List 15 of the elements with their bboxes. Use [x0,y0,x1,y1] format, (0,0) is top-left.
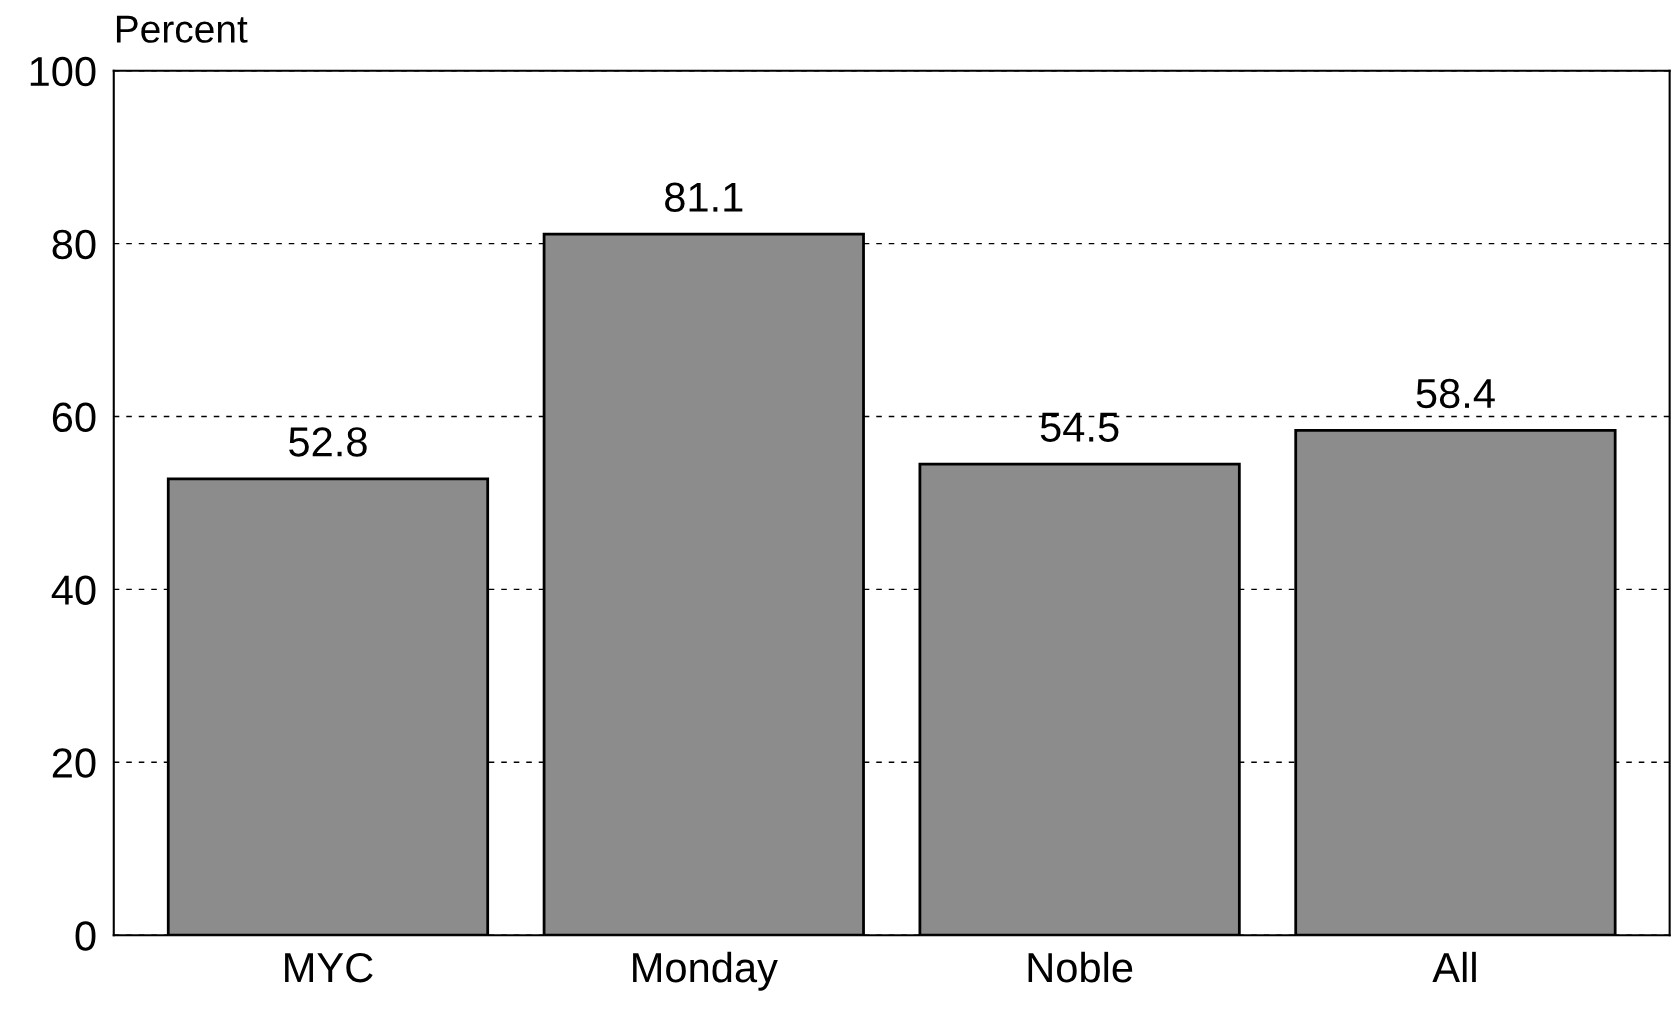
x-tick-label: Monday [633,951,778,991]
y-tick-label: 20 [52,748,96,778]
data-label: 81.1 [665,182,743,213]
y-axis-title: Percent [116,15,248,43]
y-tick-label: 80 [52,229,96,260]
x-tick-label: Noble [1028,951,1133,983]
y-tick-label: 60 [52,402,96,433]
data-label: 54.5 [1040,412,1119,442]
x-tick-label: MYC [285,952,373,983]
data-label: 52.8 [289,427,367,457]
x-tick-label: All [1432,951,1476,983]
y-tick-label: 40 [51,575,96,605]
y-tick-label: 100 [30,56,96,87]
data-label: 58.4 [1416,378,1495,409]
y-tick-label: 0 [75,921,96,951]
